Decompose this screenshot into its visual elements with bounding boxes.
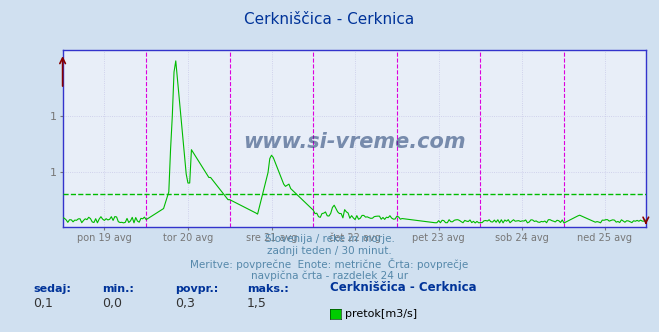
Text: povpr.:: povpr.: — [175, 284, 218, 294]
Text: 0,0: 0,0 — [102, 297, 122, 310]
Text: Cerkniščica - Cerknica: Cerkniščica - Cerknica — [330, 281, 476, 294]
Text: maks.:: maks.: — [247, 284, 289, 294]
Text: 0,1: 0,1 — [33, 297, 53, 310]
Text: Slovenija / reke in morje.: Slovenija / reke in morje. — [264, 234, 395, 244]
Text: Cerkniščica - Cerknica: Cerkniščica - Cerknica — [244, 12, 415, 27]
Text: pretok[m3/s]: pretok[m3/s] — [345, 309, 417, 319]
Text: 1,5: 1,5 — [247, 297, 267, 310]
Text: min.:: min.: — [102, 284, 134, 294]
Text: www.si-vreme.com: www.si-vreme.com — [243, 132, 465, 152]
Text: zadnji teden / 30 minut.: zadnji teden / 30 minut. — [267, 246, 392, 256]
Text: sedaj:: sedaj: — [33, 284, 71, 294]
Text: Meritve: povprečne  Enote: metrične  Črta: povprečje: Meritve: povprečne Enote: metrične Črta:… — [190, 258, 469, 270]
Text: 0,3: 0,3 — [175, 297, 194, 310]
Text: navpična črta - razdelek 24 ur: navpična črta - razdelek 24 ur — [251, 271, 408, 281]
